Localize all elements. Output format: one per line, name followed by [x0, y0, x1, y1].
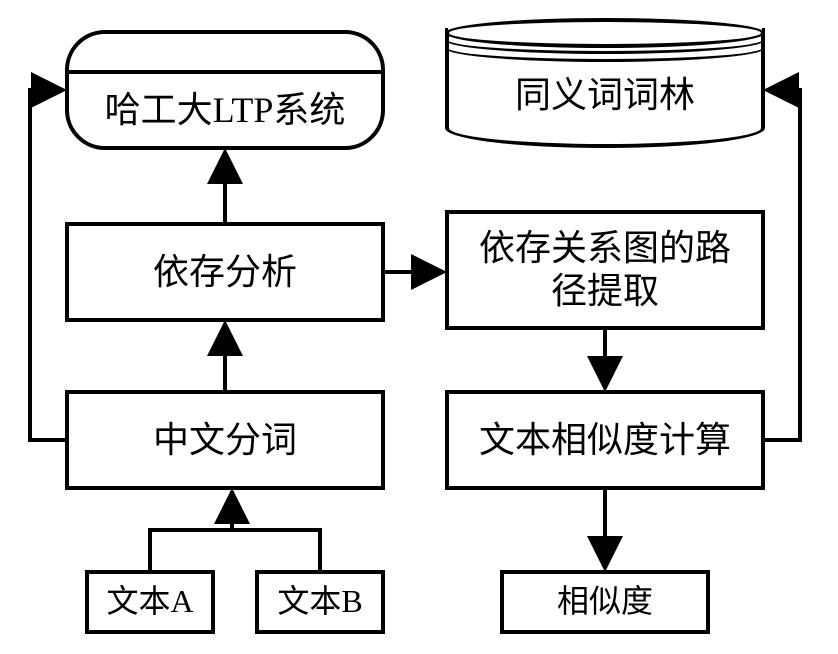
path-extract-label: 依存关系图的路 径提取	[479, 227, 731, 313]
similarity-label: 相似度	[549, 577, 661, 627]
edge-seg-to-ltp-left	[30, 90, 65, 440]
synonym-db-label: 同义词词林	[507, 68, 703, 123]
path-extract-line2: 径提取	[479, 270, 731, 313]
dep-analysis-label: 依存分析	[145, 245, 305, 300]
node-text-a: 文本A	[85, 570, 215, 634]
node-sim-calc: 文本相似度计算	[445, 390, 765, 490]
edge-texts-hbar	[150, 530, 320, 570]
node-synonym-db: 同义词词林	[445, 18, 765, 148]
node-dep-analysis: 依存分析	[65, 222, 385, 322]
cn-segment-label: 中文分词	[145, 413, 305, 468]
node-ltp-system: 哈工大LTP系统	[65, 30, 385, 150]
node-path-extract: 依存关系图的路 径提取	[445, 210, 765, 330]
node-similarity: 相似度	[500, 570, 710, 634]
ltp-system-label: 哈工大LTP系统	[97, 83, 354, 138]
sim-calc-label: 文本相似度计算	[471, 413, 739, 468]
edge-sim-to-syn-right	[765, 90, 800, 440]
path-extract-line1: 依存关系图的路	[479, 227, 731, 270]
text-b-label: 文本B	[269, 577, 370, 627]
text-a-label: 文本A	[98, 577, 201, 627]
node-cn-segment: 中文分词	[65, 390, 385, 490]
node-text-b: 文本B	[255, 570, 385, 634]
